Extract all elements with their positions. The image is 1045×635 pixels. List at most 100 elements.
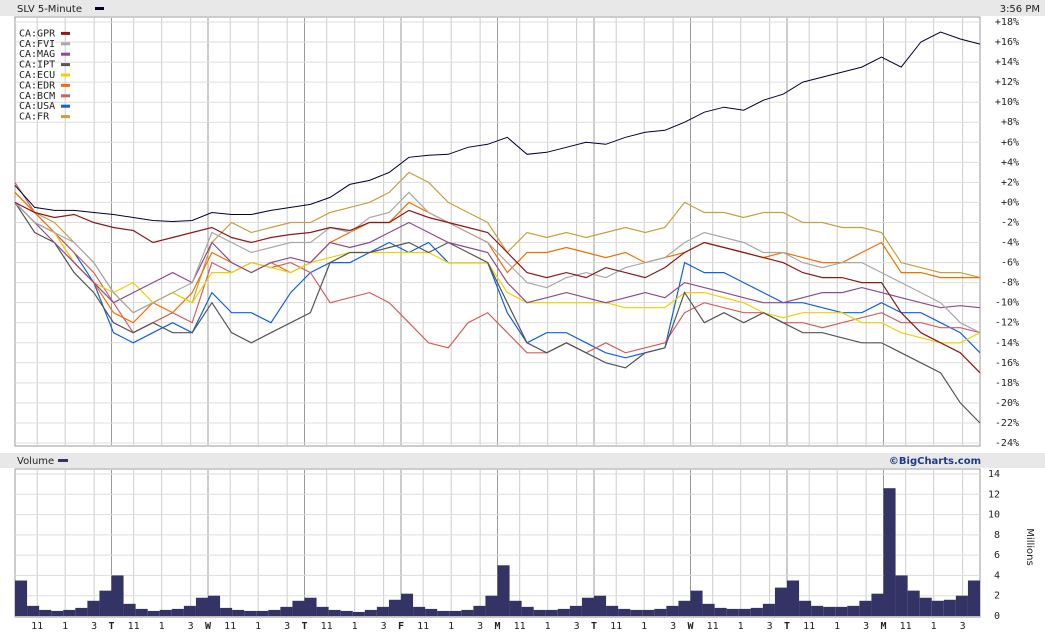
bar (787, 580, 800, 616)
y-tick-label: -12% (995, 318, 1019, 329)
bar (364, 609, 377, 616)
bar (413, 606, 426, 616)
bar (316, 606, 329, 616)
bar (111, 575, 124, 616)
bar (606, 605, 619, 616)
x-tick-label: 1 (931, 621, 937, 632)
x-tick-label: T (591, 621, 597, 632)
bar (931, 600, 944, 616)
y-tick-label: 10 (988, 510, 1000, 521)
line (14, 191, 980, 324)
x-tick-label: 3 (863, 621, 869, 632)
bar (15, 580, 28, 616)
bar (702, 603, 715, 616)
bar (835, 606, 848, 616)
bar (352, 611, 365, 616)
y-tick-label: -6% (1001, 258, 1019, 269)
bar (690, 590, 703, 616)
y-tick-label: +16% (995, 37, 1019, 48)
line (14, 201, 981, 359)
x-tick-label: 3 (381, 621, 387, 632)
legend-swatch (61, 94, 70, 98)
y-tick-label: +0% (1001, 197, 1019, 208)
bar (943, 599, 956, 616)
x-tick-label: 1 (738, 621, 744, 632)
legend-label: CA:IPT (19, 60, 55, 71)
x-tick-label: F (398, 621, 404, 632)
x-tick-label: 1 (641, 621, 647, 632)
x-tick-label: T (108, 621, 114, 632)
x-tick-label: 11 (803, 621, 815, 632)
legend-swatch (61, 52, 70, 56)
bar (799, 600, 812, 616)
bar (630, 609, 643, 616)
bar (762, 603, 775, 616)
bar (376, 606, 389, 616)
line (14, 201, 981, 309)
bar (497, 565, 510, 616)
legend-label: CA:FR (19, 112, 50, 123)
y-tick-label: +6% (1001, 137, 1019, 148)
x-tick-label: W (205, 621, 212, 632)
y-tick-label: -2% (1001, 217, 1019, 228)
bar (159, 609, 172, 616)
line (14, 191, 981, 334)
bar (569, 605, 582, 616)
y-tick-label: +2% (1001, 177, 1019, 188)
x-tick-label: 1 (62, 621, 68, 632)
bar (774, 587, 787, 616)
bar (594, 595, 607, 616)
line (14, 182, 981, 354)
x-tick-label: 3 (767, 621, 773, 632)
bar (99, 590, 112, 616)
legend-swatch (61, 42, 70, 46)
bar (666, 605, 679, 616)
time: 3:56 PM (1000, 4, 1040, 15)
bar (859, 600, 872, 616)
y-tick-label: 2 (994, 591, 1000, 602)
x-tick-label: 1 (352, 621, 358, 632)
bar (268, 609, 281, 616)
x-tick-label: M (494, 621, 500, 632)
legend-swatch (61, 31, 70, 35)
bar (51, 610, 64, 616)
bar (654, 608, 667, 616)
legend-swatch (61, 104, 70, 108)
y-tick-label: -10% (995, 298, 1019, 309)
x-tick-label: 11 (321, 621, 333, 632)
legend-swatch (61, 83, 70, 87)
x-tick-label: 3 (91, 621, 97, 632)
y-tick-label: -16% (995, 358, 1019, 369)
x-tick-label: 3 (670, 621, 676, 632)
y-tick-label: -20% (995, 398, 1019, 409)
x-tick-label: M (880, 621, 886, 632)
y-tick-label: 8 (994, 530, 1000, 541)
bar (135, 608, 148, 616)
bar (823, 606, 836, 616)
bar (280, 606, 293, 616)
bar (883, 488, 896, 616)
bar (895, 575, 908, 616)
bar (485, 595, 498, 616)
bar (678, 600, 691, 616)
bar (63, 609, 76, 616)
header-bar (0, 0, 1045, 16)
y-tick-label: 4 (994, 570, 1000, 581)
bar (183, 605, 196, 616)
bar (738, 608, 751, 616)
x-tick-label: 11 (128, 621, 140, 632)
y-tick-label: +14% (995, 57, 1019, 68)
bar (967, 580, 980, 616)
bar (437, 610, 450, 616)
bar (557, 608, 570, 616)
bar (581, 597, 594, 616)
y-tick-label: +4% (1001, 157, 1019, 168)
bar (232, 609, 245, 616)
legend-label: CA:MAG (19, 49, 55, 60)
bar (123, 603, 136, 616)
bar (425, 608, 438, 616)
bar (461, 609, 474, 616)
x-tick-label: 11 (31, 621, 43, 632)
y-tick-label: 0 (994, 611, 1000, 622)
